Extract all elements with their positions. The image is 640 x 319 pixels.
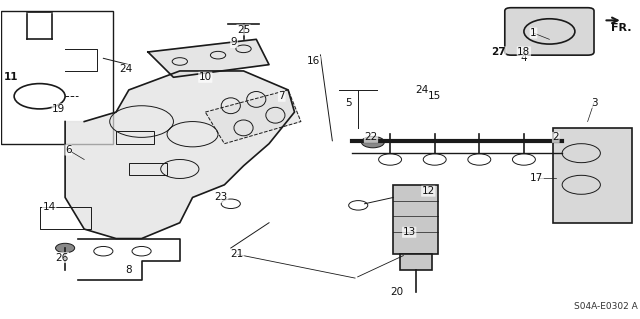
Text: 27: 27 xyxy=(491,47,506,57)
Polygon shape xyxy=(148,39,269,77)
Text: 15: 15 xyxy=(428,91,442,101)
Polygon shape xyxy=(205,90,301,144)
Bar xyxy=(399,254,431,270)
Text: 26: 26 xyxy=(55,253,68,263)
Text: 10: 10 xyxy=(199,72,212,82)
Text: 19: 19 xyxy=(52,104,65,114)
Text: 14: 14 xyxy=(42,202,56,212)
Text: 17: 17 xyxy=(530,174,543,183)
Bar xyxy=(394,185,438,254)
Text: 23: 23 xyxy=(214,192,228,203)
Text: 13: 13 xyxy=(403,227,416,237)
Text: 24: 24 xyxy=(415,85,429,95)
Text: 6: 6 xyxy=(65,145,72,155)
Circle shape xyxy=(56,243,75,253)
FancyBboxPatch shape xyxy=(505,8,594,55)
Text: 1: 1 xyxy=(530,28,537,38)
Text: 25: 25 xyxy=(237,25,250,35)
Text: 4: 4 xyxy=(520,53,527,63)
Text: 7: 7 xyxy=(278,91,285,101)
Bar xyxy=(129,163,167,175)
Text: 22: 22 xyxy=(364,132,378,142)
Text: 11: 11 xyxy=(4,72,18,82)
Text: 12: 12 xyxy=(422,186,435,196)
Text: 9: 9 xyxy=(230,38,237,48)
Bar xyxy=(116,131,154,144)
Text: 3: 3 xyxy=(591,98,597,108)
Polygon shape xyxy=(65,71,294,239)
Text: 5: 5 xyxy=(346,98,352,108)
Circle shape xyxy=(362,137,385,148)
Bar xyxy=(552,128,632,223)
Text: S04A-E0302 A: S04A-E0302 A xyxy=(573,302,637,311)
Text: FR.: FR. xyxy=(611,23,632,33)
Text: 24: 24 xyxy=(119,64,132,74)
Text: 18: 18 xyxy=(517,47,531,57)
Text: 8: 8 xyxy=(125,265,132,275)
Text: 16: 16 xyxy=(307,56,320,66)
Bar xyxy=(1,11,113,144)
Text: 2: 2 xyxy=(552,132,559,142)
Text: 21: 21 xyxy=(230,249,244,259)
Text: 20: 20 xyxy=(390,287,403,297)
